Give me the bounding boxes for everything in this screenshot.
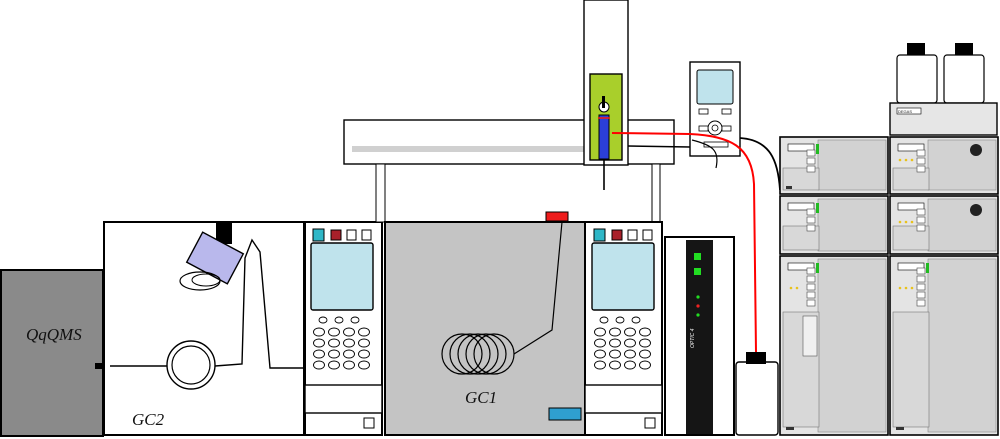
hplc-module-button xyxy=(916,267,926,275)
keypad-key xyxy=(615,316,625,324)
keypad-key xyxy=(358,360,370,370)
hplc-module-row2-left xyxy=(779,195,889,255)
gc1-screen xyxy=(591,242,655,311)
qqqms-unit: QqQMS xyxy=(0,269,110,437)
keypad-key xyxy=(639,349,651,359)
keypad-key xyxy=(328,360,340,370)
keypad-key xyxy=(313,327,325,337)
keypad-key xyxy=(594,360,606,370)
keypad-key xyxy=(599,316,609,324)
keypad-key xyxy=(328,338,340,348)
optic-led-1 xyxy=(694,253,701,260)
keypad-key xyxy=(343,349,355,359)
keypad-key xyxy=(313,349,325,359)
keypad-key xyxy=(343,360,355,370)
keypad-key xyxy=(343,338,355,348)
hplc-module-button xyxy=(916,275,926,283)
gc2-screen xyxy=(310,242,374,311)
solvent-bottle xyxy=(735,352,779,436)
keypad-key xyxy=(358,338,370,348)
hplc-module-row1-left xyxy=(779,136,889,195)
keypad-key xyxy=(358,349,370,359)
keypad-key xyxy=(639,338,651,348)
hplc-module-button xyxy=(916,283,926,291)
hplc-module-button xyxy=(916,157,926,165)
keypad-key xyxy=(639,327,651,337)
keypad-key xyxy=(609,327,621,337)
hplc-module-button xyxy=(806,208,816,216)
hplc-module-button xyxy=(806,299,816,307)
svg-text:DEGAS: DEGAS xyxy=(898,109,912,114)
keypad-key xyxy=(313,360,325,370)
gc1-control-panel xyxy=(584,221,663,436)
hplc-module-button xyxy=(916,291,926,299)
hplc-module-row1-right xyxy=(889,136,999,195)
gc2-column-coil-icon xyxy=(166,340,216,390)
hplc-module-button xyxy=(916,149,926,157)
keypad-key xyxy=(328,327,340,337)
hplc-module-button xyxy=(806,157,816,165)
hplc-module-button xyxy=(916,216,926,224)
keypad-key xyxy=(639,360,651,370)
optic-led-2 xyxy=(694,268,701,275)
hplc-module-button xyxy=(916,208,926,216)
hplc-module-row2-right xyxy=(889,195,999,255)
gc2-control-panel xyxy=(304,221,383,436)
keypad-key xyxy=(631,316,641,324)
hplc-module-button xyxy=(806,165,816,173)
keypad-key xyxy=(334,316,344,324)
keypad-key xyxy=(609,349,621,359)
hplc-module-button xyxy=(806,149,816,157)
hplc-module-button xyxy=(806,267,816,275)
keypad-key xyxy=(594,338,606,348)
keypad-key xyxy=(624,349,636,359)
pyrolysis-lamp-icon xyxy=(179,231,245,291)
hplc-module-button xyxy=(916,299,926,307)
optic-unit: OPTIC 4 xyxy=(664,236,735,436)
keypad-key xyxy=(350,316,360,324)
keypad-key xyxy=(594,327,606,337)
optic-label: OPTIC 4 xyxy=(690,328,696,348)
hplc-module-button xyxy=(806,216,816,224)
keypad-key xyxy=(609,360,621,370)
hplc-module-button xyxy=(916,165,926,173)
keypad-key xyxy=(343,327,355,337)
keypad-key xyxy=(624,360,636,370)
hplc-module-button xyxy=(806,283,816,291)
keypad-key xyxy=(594,349,606,359)
gc1-unit: GC1 xyxy=(384,211,586,436)
keypad-key xyxy=(318,316,328,324)
solvent-reservoirs: DEGAS xyxy=(889,43,998,136)
hplc-module-button xyxy=(806,224,816,232)
hplc-stack: DEGAS xyxy=(779,43,999,436)
controller-display-icon xyxy=(689,61,741,157)
gc1-label: GC1 xyxy=(465,388,497,407)
autosampler-syringe-icon xyxy=(583,0,629,190)
hplc-module-button xyxy=(806,291,816,299)
hplc-module-row3-right xyxy=(889,255,999,436)
gc2-unit: GC2 xyxy=(103,221,305,436)
hplc-module-button xyxy=(806,275,816,283)
keypad-key xyxy=(358,327,370,337)
keypad-key xyxy=(624,338,636,348)
keypad-key xyxy=(328,349,340,359)
hplc-module-button xyxy=(916,224,926,232)
keypad-key xyxy=(624,327,636,337)
gc2-label: GC2 xyxy=(132,410,165,429)
hplc-module-row3-left xyxy=(779,255,889,436)
keypad-key xyxy=(609,338,621,348)
keypad-key xyxy=(313,338,325,348)
qqqms-label: QqQMS xyxy=(26,325,82,344)
